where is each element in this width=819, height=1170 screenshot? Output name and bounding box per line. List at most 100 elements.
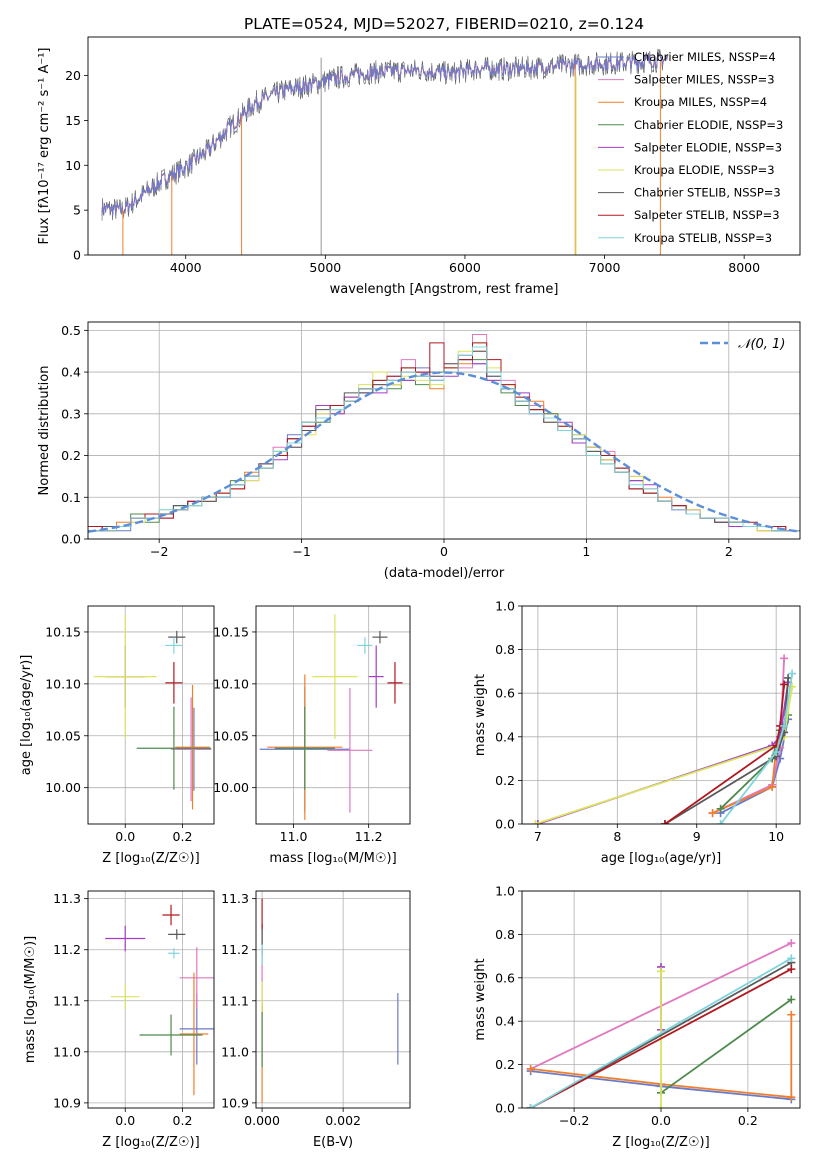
y-tick-label: 0 [73, 248, 81, 263]
mass-weight-marker [533, 820, 542, 824]
y-tick-label: 0.4 [495, 1014, 515, 1029]
plot-area [526, 939, 796, 1108]
axes-frame [87, 890, 215, 1109]
legend-entry: Salpeter STELIB, NSSP=3 [634, 208, 780, 222]
y-axis-label: mass weight [473, 674, 488, 756]
y-axis-label: mass [log₁₀(M/M☉)] [23, 936, 38, 1063]
x-axis-label: Z [log₁₀(Z/Z☉)] [102, 851, 199, 866]
x-tick-label: 7000 [589, 260, 621, 275]
mass-weight-vs-z-panel: −0.2 0.0 0.2 0.0 0.2 0.4 0.6 0.8 1.0 Z [log₁₀(Z/Z… [473, 884, 801, 1150]
y-tick-label: 0.2 [495, 773, 515, 788]
x-tick-label: 11.2 [355, 829, 383, 844]
mass-weight-marker [716, 820, 725, 824]
x-tick-label: 0.0 [651, 1113, 671, 1128]
y-tick-label: 0.1 [61, 490, 81, 505]
y-tick-label: 5 [73, 203, 81, 218]
x-tick-label: 0.002 [325, 1113, 361, 1128]
mass-weight-marker [780, 721, 789, 730]
age-vs-mass-panel: 11.0 11.2 10.00 10.05 10.10 10.15 mass [log₁₀(… [213, 605, 411, 866]
y-tick-label: 10.00 [213, 780, 249, 795]
residual-histogram-panel: −2 −1 0 1 2 0.0 0.1 0.2 0.3 0.4 0.5 (data-model)/er… [37, 321, 801, 581]
y-tick-label: 11.2 [221, 942, 249, 957]
mass-weight-marker [772, 748, 781, 757]
x-tick-label: 0 [440, 544, 448, 559]
y-tick-label: 0.6 [495, 686, 515, 701]
x-axis-label: mass [log₁₀(M/M☉)] [269, 851, 396, 866]
legend-entry: Chabrier MILES, NSSP=4 [634, 50, 776, 64]
figure-title: PLATE=0524, MJD=52027, FIBERID=0210, z=0… [244, 15, 644, 33]
y-tick-label: 11.1 [221, 993, 249, 1008]
axes-frame [521, 605, 801, 825]
y-tick-label: 11.3 [53, 891, 81, 906]
x-tick-label: 8000 [728, 260, 760, 275]
y-tick-label: 10.9 [221, 1095, 249, 1110]
spectrum-line [101, 48, 668, 221]
y-axis-label: Normed distribution [37, 366, 52, 496]
y-tick-label: 0.5 [61, 323, 81, 338]
x-axis-label: Z [log₁₀(Z/Z☉)] [612, 1135, 709, 1150]
y-tick-label: 11.1 [53, 993, 81, 1008]
y-tick-label: 10.10 [45, 676, 81, 691]
x-tick-label: 1 [582, 544, 590, 559]
mass-weight-marker [787, 954, 796, 963]
legend-entry: 𝒩(0, 1) [738, 337, 785, 352]
y-tick-label: 0.0 [61, 532, 81, 547]
y-tick-label: 10.00 [45, 780, 81, 795]
mass-weight-marker [768, 782, 777, 791]
legend-entry: Kroupa STELIB, NSSP=3 [634, 231, 772, 245]
axes-frame [521, 890, 801, 1109]
mass-weight-line [530, 957, 792, 1108]
x-tick-label: 0.0 [115, 829, 135, 844]
x-tick-label: 4000 [170, 260, 202, 275]
x-tick-label: −2 [150, 544, 168, 559]
axes-frame [87, 321, 801, 540]
mass-weight-marker [708, 809, 717, 818]
y-tick-label: 10 [65, 158, 81, 173]
x-tick-label: 10 [768, 829, 784, 844]
y-tick-label: 10.05 [213, 728, 249, 743]
axes-frame [87, 36, 801, 256]
x-tick-label: 0.2 [173, 829, 193, 844]
x-tick-label: 0.000 [244, 1113, 280, 1128]
x-tick-label: 0.0 [115, 1113, 135, 1128]
plot-area [88, 334, 800, 533]
y-tick-label: 0.0 [495, 1101, 515, 1116]
x-tick-label: 9 [693, 829, 701, 844]
x-tick-label: 2 [725, 544, 733, 559]
legend-entry: Kroupa MILES, NSSP=4 [634, 95, 767, 109]
mass-vs-ebv-panel: 0.000 0.002 10.9 11.0 11.1 11.2 11.3 E(B-V) [221, 890, 411, 1150]
y-axis-label: mass weight [473, 958, 488, 1040]
y-tick-label: 10.9 [53, 1095, 81, 1110]
mass-weight-marker [716, 804, 725, 813]
legend-entry: Salpeter MILES, NSSP=3 [634, 73, 775, 87]
y-tick-label: 0.4 [61, 365, 81, 380]
x-axis-label: (data-model)/error [384, 566, 505, 581]
age-vs-z-panel: 0.0 0.2 10.00 10.05 10.10 10.15 Z [log₁₀(Z/Z☉)… [19, 605, 215, 866]
spectrum-line [101, 51, 668, 217]
x-tick-label: 0.2 [738, 1113, 758, 1128]
plot-area [259, 614, 403, 820]
axes-frame [255, 890, 411, 1109]
x-axis-label: Z [log₁₀(Z/Z☉)] [102, 1135, 199, 1150]
x-tick-label: −0.2 [559, 1113, 589, 1128]
plot-area [531, 654, 797, 824]
y-tick-label: 20 [65, 68, 81, 83]
normal-curve [88, 371, 800, 533]
y-tick-label: 0.0 [495, 817, 515, 832]
x-tick-label: 5000 [309, 260, 341, 275]
y-tick-label: 15 [65, 113, 81, 128]
y-tick-label: 10.10 [213, 676, 249, 691]
y-axis-label: Flux [fλ10⁻¹⁷ erg cm⁻² s⁻¹ A⁻¹] [37, 48, 52, 245]
mass-weight-marker [787, 939, 796, 948]
mass-weight-marker [526, 1064, 535, 1073]
plot-area [261, 898, 399, 1103]
x-tick-label: 7 [534, 829, 542, 844]
mass-weight-marker [787, 995, 796, 1004]
x-tick-label: 0.2 [173, 1113, 193, 1128]
mass-weight-marker [788, 669, 797, 678]
x-tick-label: 8 [613, 829, 621, 844]
y-tick-label: 0.2 [495, 1057, 515, 1072]
mass-weight-marker [531, 820, 540, 824]
y-tick-label: 11.3 [221, 891, 249, 906]
x-tick-label: 11.0 [280, 829, 308, 844]
